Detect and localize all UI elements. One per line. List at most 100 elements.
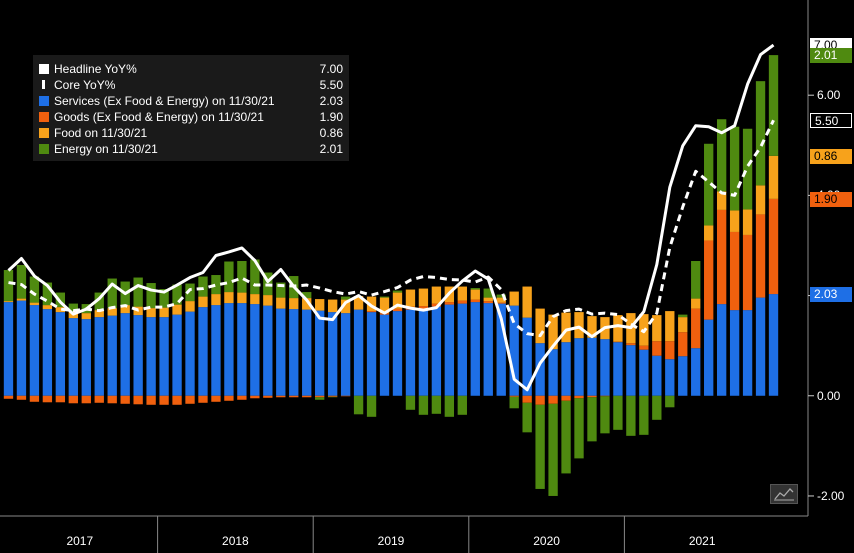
bar-segment — [716, 304, 727, 396]
bar-segment — [211, 294, 221, 306]
bar-segment — [561, 342, 571, 396]
bar-segment — [561, 312, 571, 343]
bar-segment — [418, 309, 429, 396]
bar-segment — [768, 155, 779, 199]
legend-value: 2.03 — [319, 94, 343, 108]
bar-segment — [548, 349, 558, 396]
bar-segment — [55, 395, 66, 403]
bar-segment — [94, 395, 104, 403]
bar-segment — [198, 307, 208, 396]
bar-segment — [742, 234, 753, 311]
legend-entry: Services (Ex Food & Energy) on 11/30/21 … — [39, 93, 343, 109]
bar-segment — [678, 356, 688, 396]
bar-segment — [250, 259, 260, 295]
y-tick-label: 6.00 — [817, 88, 841, 103]
bar-segment — [3, 270, 14, 302]
bar-segment — [729, 126, 740, 211]
bar-segment — [561, 400, 571, 474]
bar-segment — [81, 313, 91, 320]
bar-segment — [548, 395, 558, 404]
bar-segment — [81, 319, 91, 396]
bar-segment — [392, 290, 403, 293]
bar-segment — [755, 185, 766, 215]
bar-segment — [211, 305, 221, 396]
bar-segment — [678, 314, 688, 318]
bar-segment — [353, 296, 364, 310]
bar-segment — [237, 395, 247, 400]
bar-segment — [392, 311, 403, 396]
legend-label: Food on 11/30/21 — [54, 126, 148, 140]
bar-segment — [172, 314, 182, 396]
bar-segment — [340, 313, 351, 396]
bar-segment — [470, 299, 480, 303]
bar-segment — [418, 306, 429, 310]
bar-segment — [522, 395, 532, 403]
bar-segment — [509, 396, 519, 409]
bar-segment — [626, 395, 636, 436]
bar-segment — [68, 318, 78, 396]
bar-segment — [159, 395, 169, 405]
bar-segment — [457, 300, 467, 304]
bar-segment — [704, 240, 714, 320]
bar-segment — [379, 314, 390, 396]
bar-segment — [574, 398, 584, 459]
end-value-label: 2.01 — [810, 48, 852, 64]
bar-segment — [159, 289, 169, 308]
legend-swatch — [39, 64, 49, 74]
bar-segment — [704, 143, 714, 226]
end-value-label: 0.86 — [810, 148, 852, 164]
bar-segment — [120, 305, 130, 314]
bar-segment — [509, 395, 519, 397]
legend-value: 5.50 — [319, 78, 343, 92]
bar-segment — [366, 395, 377, 417]
bar-segment — [340, 296, 351, 300]
bar-segment — [159, 307, 169, 318]
line-chart-icon[interactable] — [770, 484, 798, 504]
bar-segment — [691, 261, 701, 299]
bar-segment — [237, 261, 247, 293]
x-tick-label: 2017 — [66, 534, 94, 548]
bar-segment — [302, 395, 312, 398]
bar-segment — [366, 296, 377, 312]
bar-segment — [315, 310, 325, 396]
bar-segment — [211, 395, 221, 402]
bar-segment — [289, 395, 299, 398]
bar-segment — [574, 395, 584, 399]
bar-segment — [366, 311, 377, 313]
legend-value: 7.00 — [319, 62, 343, 76]
legend-value: 2.01 — [319, 142, 343, 156]
legend-label: Energy on 11/30/21 — [54, 142, 158, 156]
legend-swatch — [39, 96, 49, 106]
bar-segment — [483, 288, 493, 298]
bar-segment — [587, 337, 597, 396]
legend-swatch — [39, 112, 49, 122]
bar-segment — [716, 209, 727, 305]
legend-label: Headline YoY% — [54, 62, 137, 76]
bar-segment — [548, 314, 558, 350]
bar-segment — [172, 304, 182, 315]
bar-segment — [392, 292, 403, 309]
bar-segment — [535, 343, 545, 396]
bar-segment — [496, 302, 506, 304]
bar-segment — [198, 276, 208, 297]
bar-segment — [224, 261, 234, 293]
bar-segment — [431, 395, 442, 414]
x-tick-label: 2020 — [533, 534, 560, 548]
bar-segment — [639, 395, 649, 435]
bar-segment — [211, 275, 221, 295]
bar-segment — [639, 349, 649, 396]
bar-segment — [29, 302, 40, 306]
bar-segment — [263, 305, 273, 396]
bar-segment — [327, 395, 338, 397]
bar-segment — [392, 308, 403, 312]
bar-segment — [742, 128, 753, 210]
bar-segment — [483, 303, 493, 396]
bar-segment — [16, 300, 27, 396]
bar-segment — [613, 341, 623, 343]
legend-value: 0.86 — [319, 126, 343, 140]
bar-segment — [276, 297, 286, 309]
headline-yoy-line — [7, 43, 775, 392]
bar-segment — [302, 309, 312, 396]
bar-segment — [3, 301, 14, 303]
bar-segment — [146, 308, 156, 318]
